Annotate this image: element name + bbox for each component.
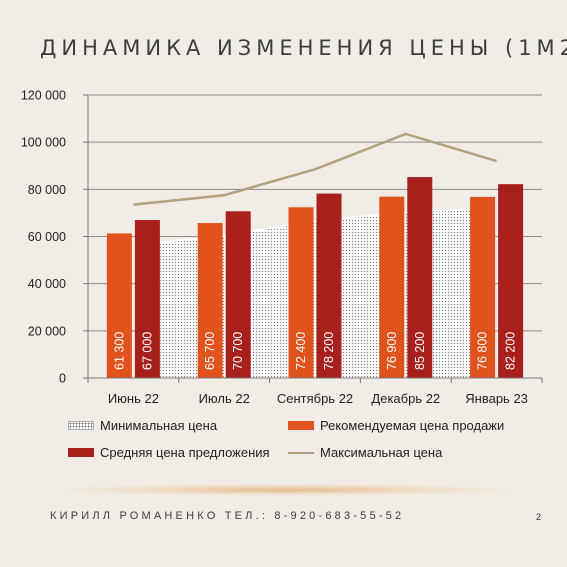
y-tick-label: 0 <box>59 372 66 386</box>
x-category-label: Декабрь 22 <box>371 391 440 406</box>
legend-item-max: Максимальная цена <box>288 445 442 460</box>
bar-recommended <box>379 196 405 378</box>
bar-label-recommended: 72 400 <box>294 332 308 370</box>
x-category-label: Сентябрь 22 <box>277 391 353 406</box>
bar-label-average: 67 000 <box>140 332 154 370</box>
bar-average <box>225 211 251 378</box>
bar-label-average: 78 200 <box>322 332 336 370</box>
price-dynamics-chart: 0 20 000 40 000 60 000 80 000 100 000 120 000 6… <box>21 89 543 407</box>
legend-swatch-recommended <box>288 421 314 430</box>
bars <box>106 177 524 378</box>
bar-label-average: 85 200 <box>413 332 427 370</box>
decorative-glow <box>60 484 510 496</box>
chart-legend: Минимальная цена Рекомендуемая цена прод… <box>68 418 528 468</box>
legend-item-average: Средняя цена предложения <box>68 445 270 460</box>
y-tick-label: 120 000 <box>21 89 66 103</box>
bar-recommended <box>106 233 132 378</box>
labels: 0 20 000 40 000 60 000 80 000 100 000 120 000 6… <box>21 89 528 407</box>
x-category-label: Июль 22 <box>199 391 250 406</box>
y-tick-label: 20 000 <box>28 324 66 338</box>
legend-label-max: Максимальная цена <box>320 445 443 460</box>
legend-swatch-max <box>288 451 314 454</box>
slide-title: ДИНАМИКА ИЗМЕНЕНИЯ ЦЕНЫ (1М2) <box>40 36 567 60</box>
bar-average <box>407 177 433 378</box>
max-price-line <box>133 132 497 206</box>
legend-item-min: Минимальная цена <box>68 418 217 433</box>
bar-label-recommended: 76 900 <box>385 332 399 370</box>
bar-average <box>498 184 524 378</box>
x-category-label: Июнь 22 <box>108 391 159 406</box>
x-category-label: Январь 23 <box>465 391 528 406</box>
footer-contact: КИРИЛЛ РОМАНЕНКО ТЕЛ.: 8-920-683-55-52 <box>50 510 405 522</box>
max-price-line-path <box>133 132 497 206</box>
bar-label-recommended: 65 700 <box>203 332 217 370</box>
legend-label-average: Средняя цена предложения <box>100 445 270 460</box>
legend-swatch-average <box>68 448 94 457</box>
bar-label-recommended: 61 300 <box>112 332 126 370</box>
bar-label-average: 82 200 <box>504 332 518 370</box>
bar-average <box>134 219 160 378</box>
bar-recommended <box>470 196 496 378</box>
legend-swatch-min <box>68 421 94 430</box>
y-tick-label: 60 000 <box>28 230 66 244</box>
legend-label-min: Минимальная цена <box>100 418 218 433</box>
bar-recommended <box>197 223 223 378</box>
bar-average <box>316 193 342 378</box>
axes <box>83 94 543 383</box>
y-tick-label: 80 000 <box>28 183 66 197</box>
bar-label-average: 70 700 <box>231 332 245 370</box>
bar-label-recommended: 76 800 <box>476 332 490 370</box>
page-number: 2 <box>536 512 542 522</box>
legend-label-recommended: Рекомендуемая цена продажи <box>320 418 505 433</box>
bar-recommended <box>288 207 314 378</box>
legend-item-recommended: Рекомендуемая цена продажи <box>288 418 504 433</box>
y-tick-label: 40 000 <box>28 277 66 291</box>
y-tick-label: 100 000 <box>21 136 66 150</box>
